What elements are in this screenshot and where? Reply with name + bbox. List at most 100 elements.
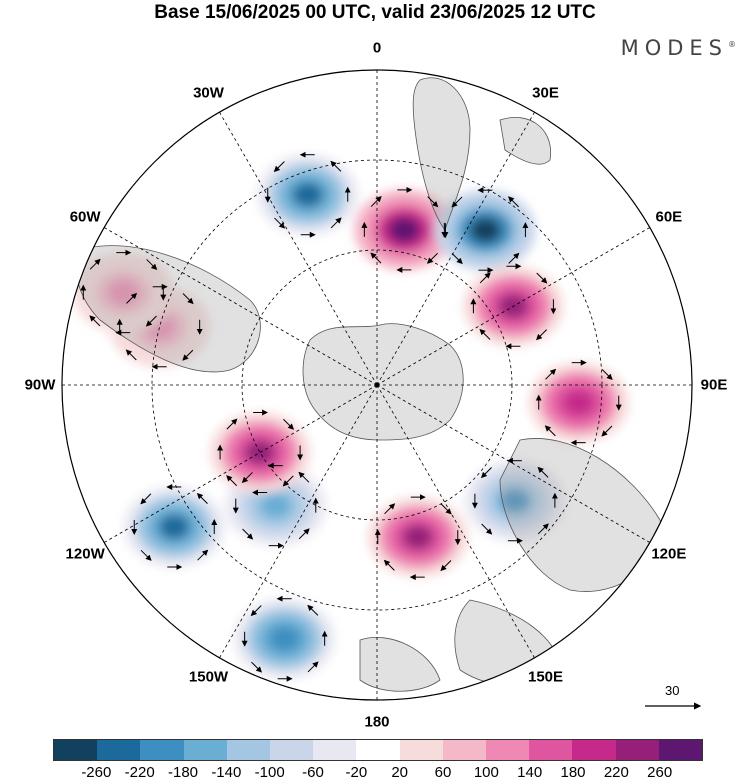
longitude-label: 30E bbox=[532, 84, 559, 102]
colorbar-swatch bbox=[226, 740, 271, 760]
wind-vector bbox=[383, 559, 395, 571]
colorbar-swatch bbox=[442, 740, 487, 760]
meridian-line bbox=[376, 227, 650, 386]
wind-vector bbox=[481, 523, 493, 535]
colorbar-tick-label: 20 bbox=[391, 764, 408, 781]
wind-vector bbox=[479, 328, 491, 340]
wind-vector bbox=[140, 493, 152, 505]
longitude-label: 180 bbox=[364, 713, 390, 731]
wind-vector bbox=[126, 292, 138, 304]
wind-vector bbox=[182, 293, 194, 305]
wind-vector bbox=[426, 252, 438, 264]
wind-vectors bbox=[80, 151, 622, 682]
meridian-line bbox=[104, 227, 378, 386]
north-america bbox=[75, 245, 261, 373]
anomaly-contour-0-3 bbox=[388, 217, 420, 243]
colorbar-swatch bbox=[615, 740, 659, 760]
brand-name: MODES bbox=[620, 36, 728, 60]
wind-vector bbox=[536, 272, 548, 284]
colorbar-swatch bbox=[658, 740, 703, 760]
colorbar bbox=[53, 739, 703, 761]
wind-vector bbox=[298, 471, 310, 483]
reference-vector-label: 30 bbox=[665, 683, 680, 698]
anomaly-contour-10-3 bbox=[158, 514, 190, 540]
colorbar-swatch bbox=[183, 740, 227, 760]
wind-vector bbox=[226, 475, 238, 487]
longitude-label: 60W bbox=[69, 208, 101, 225]
wind-vector bbox=[145, 315, 157, 327]
wind-vector bbox=[140, 549, 152, 561]
longitude-label: 90E bbox=[700, 376, 728, 394]
meridian-line bbox=[219, 384, 378, 658]
wind-vector bbox=[196, 493, 208, 504]
wind-vector bbox=[451, 253, 463, 265]
colorbar-swatch bbox=[486, 740, 530, 760]
colorbar-swatch bbox=[97, 740, 141, 760]
wind-vector bbox=[384, 503, 396, 515]
colorbar-swatch bbox=[54, 740, 98, 760]
meridian-line bbox=[376, 384, 650, 543]
colorbar-swatch bbox=[140, 740, 184, 760]
longitude-label: 120E bbox=[651, 545, 687, 562]
wind-vector bbox=[241, 472, 253, 484]
wind-vector bbox=[544, 425, 556, 437]
wind-vector bbox=[537, 466, 549, 478]
colorbar-tick-label: -260 bbox=[81, 764, 112, 781]
north-pole-marker bbox=[374, 382, 380, 388]
colorbar-tick-label: -180 bbox=[167, 764, 199, 781]
map-border bbox=[61, 69, 693, 701]
wind-vector bbox=[283, 418, 295, 430]
anomaly-contour-4-3 bbox=[563, 390, 595, 416]
colorbar-tick-label: -220 bbox=[124, 764, 155, 781]
meridian-line bbox=[104, 384, 378, 543]
wind-vector bbox=[307, 604, 319, 616]
anomaly-contour-8-3 bbox=[260, 493, 292, 519]
wind-vector bbox=[427, 196, 439, 208]
wind-vector bbox=[307, 661, 319, 673]
longitude-label: 150W bbox=[188, 668, 229, 686]
wind-vector bbox=[89, 258, 101, 270]
colorbar-swatch bbox=[313, 740, 357, 760]
colorbar-tick-label: 100 bbox=[473, 764, 499, 781]
wind-vector bbox=[440, 503, 452, 515]
meridian-line bbox=[376, 112, 535, 386]
wind-vector bbox=[479, 272, 491, 284]
brand-logo: MODES® bbox=[621, 36, 736, 60]
wind-vector bbox=[480, 467, 492, 479]
colorbar-swatch bbox=[356, 740, 400, 760]
wind-vector bbox=[451, 196, 463, 208]
anomaly-field bbox=[72, 154, 630, 680]
wind-vector bbox=[298, 528, 310, 540]
colorbar-tick-label: 140 bbox=[517, 764, 543, 781]
anomaly-contour-1-3 bbox=[292, 182, 324, 208]
colorbar-tick-label: 260 bbox=[647, 764, 673, 781]
wind-vector bbox=[125, 349, 137, 361]
wind-vector bbox=[146, 259, 158, 271]
anomaly-contour-7-3 bbox=[269, 626, 301, 652]
colorbar-tick-label: -60 bbox=[302, 764, 324, 781]
anomaly-contour-5-3 bbox=[499, 488, 531, 514]
graticule bbox=[62, 70, 692, 700]
wind-vector bbox=[274, 217, 286, 229]
wind-vector bbox=[601, 425, 613, 437]
wind-vector bbox=[226, 418, 238, 430]
longitude-label: 120W bbox=[65, 545, 105, 562]
wind-vector bbox=[197, 549, 209, 561]
wind-vector bbox=[537, 523, 549, 535]
colorbar-swatch bbox=[572, 740, 616, 760]
wind-vector bbox=[370, 252, 382, 264]
colorbar-tick-label: 60 bbox=[434, 764, 452, 781]
wind-vector bbox=[89, 315, 101, 327]
colorbar-tick-label: 220 bbox=[603, 764, 629, 781]
wind-vector bbox=[330, 160, 342, 172]
colorbar-swatch bbox=[529, 740, 573, 760]
wind-vector bbox=[282, 475, 294, 487]
wind-vector bbox=[251, 661, 263, 673]
longitude-label: 30W bbox=[193, 84, 224, 102]
wind-vector bbox=[273, 161, 285, 173]
wind-vector bbox=[440, 560, 452, 572]
longitude-label: 150E bbox=[527, 668, 564, 686]
wind-vector bbox=[545, 368, 557, 380]
